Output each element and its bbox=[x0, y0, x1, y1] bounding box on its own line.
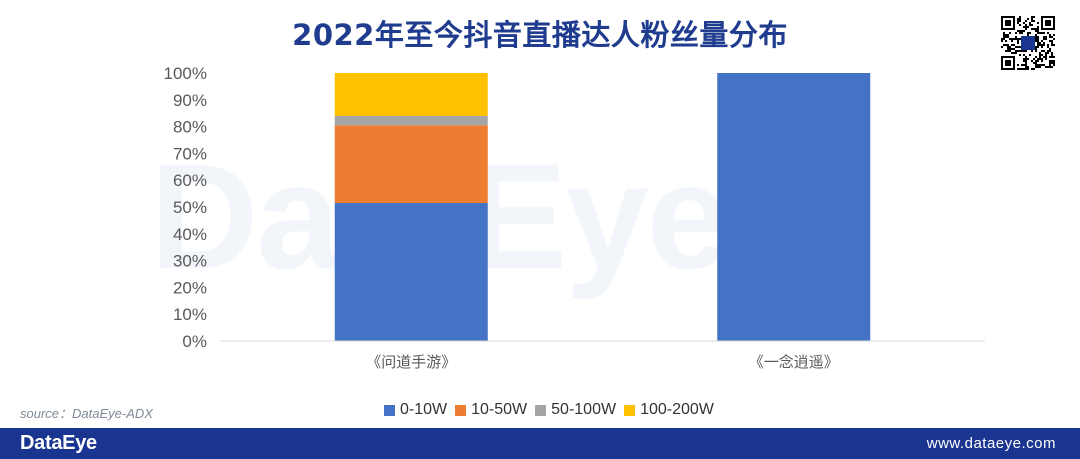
y-tick-label: 70% bbox=[173, 144, 207, 163]
stacked-bar-chart: 0% 10% 20% 30% 40% 50% 60% 70% 80% 90% 100% 《问道手游》… bbox=[164, 64, 985, 371]
legend-swatch bbox=[384, 404, 395, 416]
legend-item: 100-200W bbox=[624, 401, 714, 419]
bar-segment bbox=[334, 73, 488, 116]
y-tick-label: 0% bbox=[182, 332, 207, 351]
footer-brand-logo: DataEye bbox=[20, 432, 97, 454]
legend-item: 0-10W bbox=[384, 401, 447, 419]
footer-bar: DataEye www.dataeye.com bbox=[0, 428, 1080, 459]
y-tick-label: 80% bbox=[173, 118, 207, 137]
y-tick-label: 40% bbox=[173, 225, 207, 244]
y-tick-label: 60% bbox=[173, 171, 207, 190]
y-tick-label: 30% bbox=[173, 252, 207, 271]
y-tick-label: 90% bbox=[173, 91, 207, 110]
y-tick-label: 100% bbox=[164, 64, 207, 83]
legend-label: 100-200W bbox=[640, 401, 714, 418]
legend-label: 0-10W bbox=[400, 401, 448, 418]
bar-segment bbox=[717, 73, 871, 341]
bar-segment bbox=[334, 202, 488, 341]
source-note: source：DataEye-ADX bbox=[20, 406, 153, 421]
legend-swatch bbox=[535, 404, 547, 416]
y-tick-label: 20% bbox=[173, 278, 207, 297]
y-tick-label: 10% bbox=[173, 305, 207, 324]
chart-legend: 0-10W 10-50W 50-100W 100-200W bbox=[384, 399, 722, 421]
legend-label: 10-50W bbox=[471, 401, 528, 418]
y-tick-label: 50% bbox=[173, 198, 207, 217]
legend-label: 50-100W bbox=[551, 401, 617, 418]
legend-swatch bbox=[455, 404, 467, 416]
chart-title: 2022年至今抖音直播达人粉丝量分布 bbox=[292, 18, 788, 52]
legend-item: 50-100W bbox=[535, 401, 616, 419]
legend-item: 10-50W bbox=[455, 401, 527, 419]
x-category-label: 《一念逍遥》 bbox=[749, 353, 839, 371]
legend-swatch bbox=[624, 404, 636, 416]
footer-url: www.dataeye.com bbox=[926, 435, 1056, 452]
qr-code-icon bbox=[1001, 16, 1055, 70]
x-category-label: 《问道手游》 bbox=[366, 353, 456, 371]
bar-segment bbox=[334, 125, 488, 203]
bar-segment bbox=[334, 115, 488, 126]
